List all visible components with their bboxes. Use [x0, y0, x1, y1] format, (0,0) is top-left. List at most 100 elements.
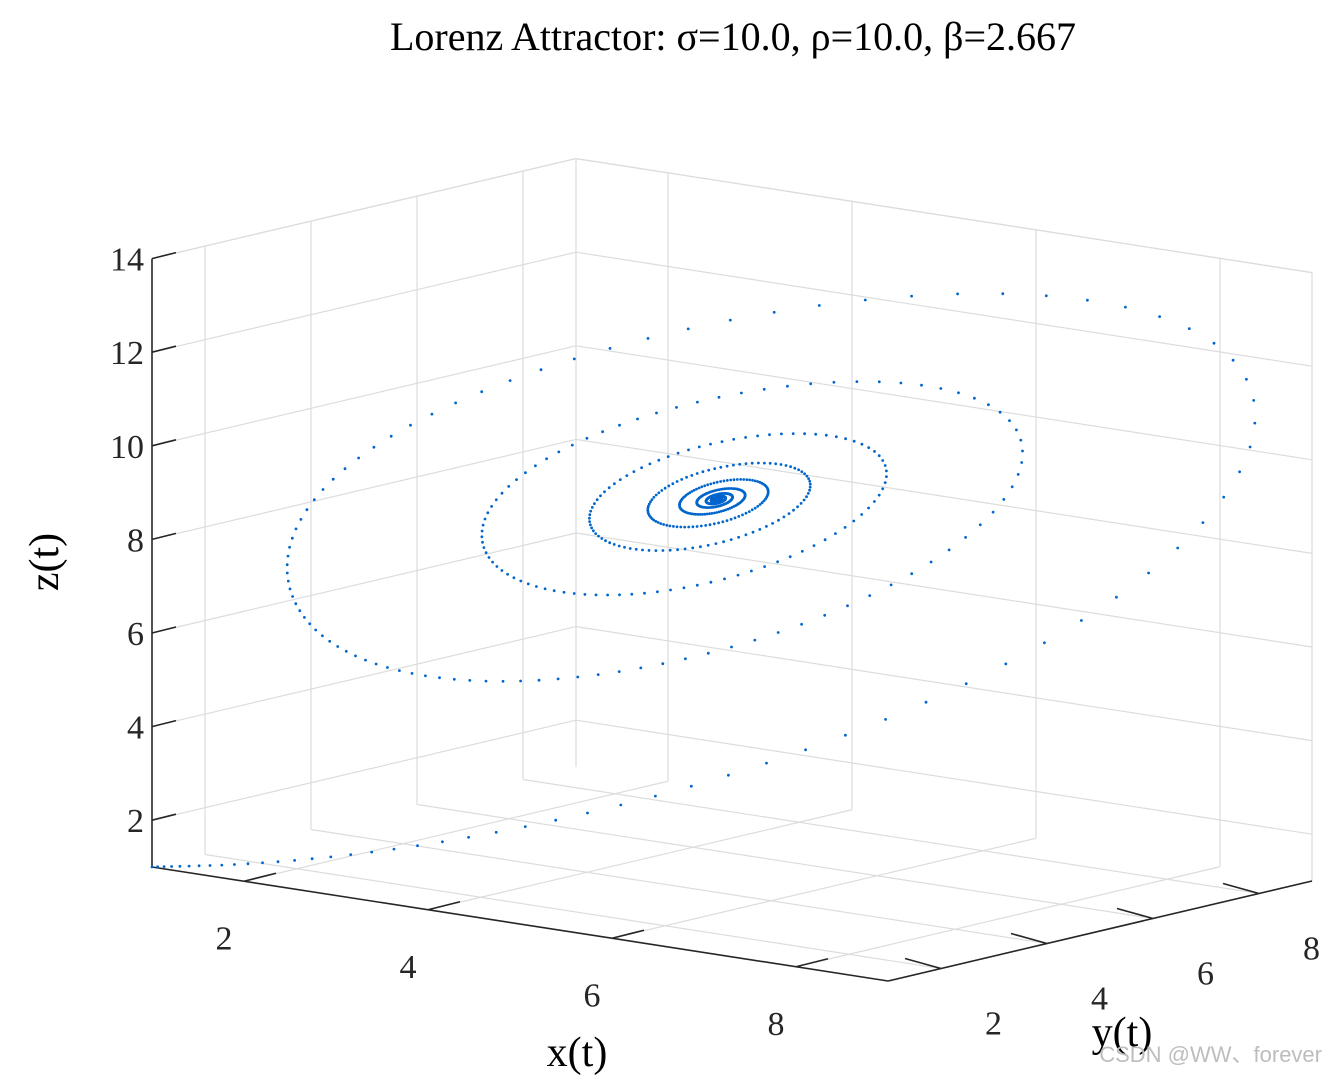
trajectory-point	[852, 519, 856, 523]
trajectory-point	[556, 677, 560, 681]
trajectory-point	[483, 517, 487, 521]
trajectory-point	[956, 292, 959, 296]
trajectory-point	[612, 543, 616, 546]
trajectory-point	[768, 461, 772, 465]
trajectory-point	[802, 498, 806, 502]
trajectory-point	[920, 383, 923, 387]
trajectory-point	[804, 748, 807, 752]
x-tick	[795, 957, 829, 968]
trajectory-point	[557, 450, 561, 454]
trajectory-point	[630, 592, 634, 596]
trajectory-point	[885, 469, 888, 473]
trajectory-point	[697, 486, 701, 490]
trajectory-point	[809, 382, 813, 386]
trajectory-point	[672, 525, 675, 528]
trajectory-point	[740, 391, 743, 395]
grid-line-left-z	[151, 532, 577, 634]
trajectory-point	[554, 818, 558, 822]
trajectory-point	[1021, 449, 1024, 453]
trajectory-point	[991, 510, 995, 514]
z-tick-label: 12	[110, 335, 144, 372]
trajectory-point	[712, 481, 716, 485]
z-tick-label: 2	[127, 803, 144, 840]
grid-line-back-z	[575, 345, 1313, 461]
trajectory-point	[534, 464, 537, 468]
trajectory-point	[753, 638, 757, 642]
trajectory-point	[712, 511, 716, 515]
trajectory-point	[738, 462, 742, 466]
trajectory-point	[647, 502, 651, 506]
trajectory-point	[656, 521, 660, 524]
trajectory-point	[742, 478, 746, 481]
trajectory-point	[636, 417, 639, 421]
grid-line-floor-y	[204, 853, 942, 970]
trajectory-point	[717, 510, 721, 514]
trajectory-point	[694, 512, 698, 516]
trajectory-point	[593, 502, 596, 505]
trajectory-point	[705, 512, 709, 516]
trajectory-point	[701, 513, 704, 516]
trajectory-point	[288, 587, 292, 591]
trajectory-point	[881, 459, 885, 462]
trajectory-point	[1231, 358, 1235, 362]
z-tick	[151, 532, 177, 541]
trajectory-point	[732, 437, 736, 441]
trajectory-point	[607, 486, 611, 490]
trajectory-point	[178, 864, 182, 868]
trajectory-point	[885, 475, 888, 478]
trajectory-point	[684, 657, 687, 661]
trajectory-point	[716, 498, 719, 501]
trajectory-point	[732, 463, 735, 467]
trajectory-point	[655, 411, 658, 415]
trajectory-point	[430, 412, 434, 416]
trajectory-point	[286, 579, 290, 583]
trajectory-point	[590, 526, 593, 530]
grid-edge	[151, 158, 577, 260]
trajectory-point	[606, 593, 609, 597]
grid-line-floor-y	[310, 828, 1048, 945]
trajectory-point	[468, 679, 472, 682]
trajectory-point	[648, 462, 652, 466]
trajectory-point	[370, 850, 374, 854]
z-tick-label: 8	[127, 522, 144, 559]
trajectory-point	[939, 387, 943, 390]
trajectory-point	[745, 478, 749, 481]
trajectory-point	[722, 509, 725, 512]
z-tick	[151, 813, 177, 821]
trajectory-point	[679, 525, 683, 529]
z-tick	[151, 251, 177, 260]
trajectory-point	[682, 586, 686, 590]
trajectory-point	[763, 461, 766, 465]
trajectory-point	[1248, 445, 1252, 449]
trajectory-point	[508, 379, 512, 382]
trajectory-point	[877, 380, 881, 384]
trajectory-point	[294, 527, 298, 531]
grid-line-back-z	[575, 719, 1313, 835]
trajectory-point	[721, 520, 725, 524]
trajectory-point	[709, 482, 713, 486]
trajectory-point	[808, 485, 812, 489]
grid-line-floor-x	[427, 809, 853, 911]
trajectory-point	[288, 545, 291, 549]
grid-line-floor-y	[416, 803, 1154, 920]
trajectory-point	[482, 546, 486, 549]
grid-line-floor-x	[243, 780, 669, 882]
trajectory-point	[641, 548, 644, 552]
trajectory-point	[834, 435, 838, 439]
trajectory-point	[777, 518, 780, 522]
trajectory-point	[1004, 662, 1008, 666]
trajectory-point	[291, 595, 294, 598]
trajectory-point	[628, 547, 632, 550]
trajectory-point	[685, 475, 688, 479]
trajectory-point	[703, 512, 707, 516]
trajectory-point	[290, 536, 294, 540]
tick-labels: 2 4 6 8 2 4 6 8 2 4 6 8 10 12 14	[110, 242, 1320, 1043]
y-tick	[1010, 932, 1048, 945]
trajectory-point	[1016, 473, 1020, 476]
trajectory-point	[889, 583, 893, 587]
trajectory-point	[286, 554, 290, 558]
trajectory-point	[686, 327, 690, 331]
trajectory-point	[354, 654, 357, 658]
trajectory-point	[683, 547, 687, 551]
